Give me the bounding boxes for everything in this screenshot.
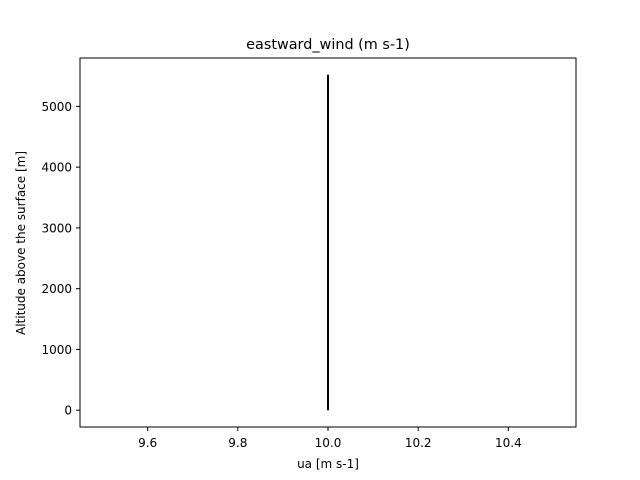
x-tick-label: 10.4 <box>495 436 522 450</box>
x-tick-label: 9.8 <box>228 436 247 450</box>
plot-frame <box>79 57 577 428</box>
y-tick-label: 4000 <box>41 161 72 175</box>
y-tick-label: 2000 <box>41 282 72 296</box>
chart-title: eastward_wind (m s-1) <box>246 37 410 53</box>
y-tick-label: 5000 <box>41 100 72 114</box>
y-tick-label: 0 <box>64 404 72 418</box>
x-tick-label: 9.6 <box>138 436 157 450</box>
x-tick-label: 10.0 <box>315 436 342 450</box>
x-tick-label: 10.2 <box>405 436 432 450</box>
x-axis-label: ua [m s-1] <box>297 457 359 471</box>
x-axis-ticks: 9.6 9.8 10.0 10.2 10.4 <box>138 427 522 450</box>
y-tick-label: 1000 <box>41 343 72 357</box>
y-axis-ticks: 0 1000 2000 3000 4000 5000 <box>41 100 80 418</box>
y-axis-label: Altitude above the surface [m] <box>14 151 28 335</box>
y-tick-label: 3000 <box>41 221 72 235</box>
